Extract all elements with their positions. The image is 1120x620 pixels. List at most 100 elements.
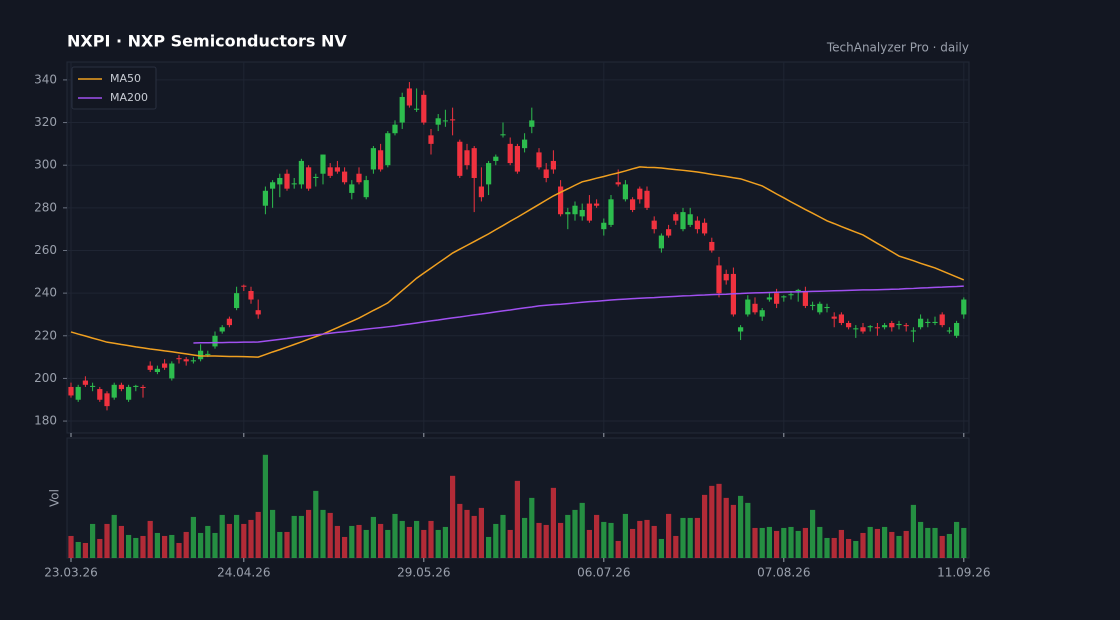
candle-body [795, 289, 801, 291]
candle-body [334, 167, 340, 172]
x-tick-label: 06.07.26 [577, 566, 630, 580]
legend-label: MA200 [110, 91, 148, 104]
x-tick-label: 24.04.26 [217, 566, 270, 580]
candle-body [219, 327, 225, 332]
volume-bar [111, 514, 117, 558]
volume-bar [910, 504, 916, 558]
volume-bar [565, 514, 571, 558]
volume-bar [133, 537, 139, 558]
volume-bar [104, 523, 110, 558]
volume-bar [658, 538, 664, 558]
candle-body [651, 220, 657, 230]
candle-body [212, 335, 218, 347]
candle-body [342, 171, 348, 183]
candle-body [234, 293, 240, 309]
volume-bar [867, 526, 873, 558]
volume-bar [399, 520, 405, 558]
volume-bar [918, 521, 924, 558]
candle-body [882, 325, 888, 328]
candle-body [327, 167, 333, 176]
volume-bar [752, 527, 758, 558]
volume-bar [673, 535, 679, 558]
volume-bar [126, 534, 132, 558]
candle-body [75, 386, 81, 400]
volume-bar [277, 531, 283, 558]
candle-body [507, 143, 513, 164]
volume-bar [759, 527, 765, 558]
volume-bar [435, 529, 441, 558]
volume-bar [406, 526, 412, 558]
candle-body [579, 209, 585, 217]
candle-body [608, 199, 614, 225]
y-tick-label: 320 [34, 115, 57, 129]
volume-bar [572, 509, 578, 558]
volume-bar [529, 497, 535, 558]
candle-body [723, 273, 729, 281]
volume-bar [846, 538, 852, 558]
candle-body [270, 182, 276, 189]
volume-bar [630, 528, 636, 558]
candle-body [111, 384, 117, 398]
candle-body [248, 290, 254, 300]
candle-body [925, 321, 931, 323]
candle-body [738, 327, 744, 332]
candle-body [752, 303, 758, 313]
volume-bar [579, 502, 585, 558]
candle-body [759, 310, 765, 317]
volume-bar [651, 525, 657, 558]
volume-bar [298, 515, 304, 558]
volume-bar [291, 515, 297, 558]
candle-body [838, 314, 844, 323]
volume-bar [939, 535, 945, 558]
candle-body [457, 141, 463, 176]
volume-bar [147, 520, 153, 558]
candle-body [486, 163, 492, 185]
volume-bar [169, 534, 175, 558]
candle-body [903, 325, 909, 327]
volume-bar [709, 485, 715, 558]
candle-body [846, 322, 852, 328]
candle-body [716, 265, 722, 294]
candle-body [889, 322, 895, 328]
y-tick-label: 240 [34, 286, 57, 300]
volume-bar [162, 535, 168, 558]
candle-body [414, 108, 420, 110]
volume-bar [522, 517, 528, 558]
volume-bar [154, 532, 160, 558]
candle-body [320, 154, 326, 174]
volume-bar [464, 509, 470, 558]
candle-body [478, 186, 484, 198]
volume-bar [745, 502, 751, 558]
candle-body [154, 368, 160, 373]
volume-bar [802, 527, 808, 558]
candle-body [97, 389, 103, 400]
candle-body [176, 358, 182, 360]
candle-body [961, 299, 967, 315]
candle-body [572, 205, 578, 215]
candle-body [349, 184, 355, 193]
candle-body [529, 120, 535, 127]
y-tick-label: 260 [34, 243, 57, 257]
volume-bar [183, 531, 189, 558]
volume-bar [788, 526, 794, 558]
volume-bar [205, 525, 211, 558]
volume-bar [255, 511, 261, 558]
candle-body [363, 180, 369, 198]
volume-bar [334, 525, 340, 558]
volume-bar [82, 542, 88, 558]
candle-body [147, 365, 153, 370]
volume-bar [212, 532, 218, 558]
candle-body [68, 386, 74, 396]
x-tick-label: 11.09.26 [937, 566, 990, 580]
volume-bar [385, 529, 391, 558]
x-tick-label: 23.03.26 [44, 566, 97, 580]
volume-bar [471, 515, 477, 558]
candle-body [385, 133, 391, 166]
candle-body [133, 385, 139, 387]
volume-bar [903, 530, 909, 558]
candle-body [313, 176, 319, 178]
volume-bar [874, 528, 880, 558]
volume-bar [241, 523, 247, 558]
volume-bar [637, 520, 643, 558]
candle-body [932, 321, 938, 323]
